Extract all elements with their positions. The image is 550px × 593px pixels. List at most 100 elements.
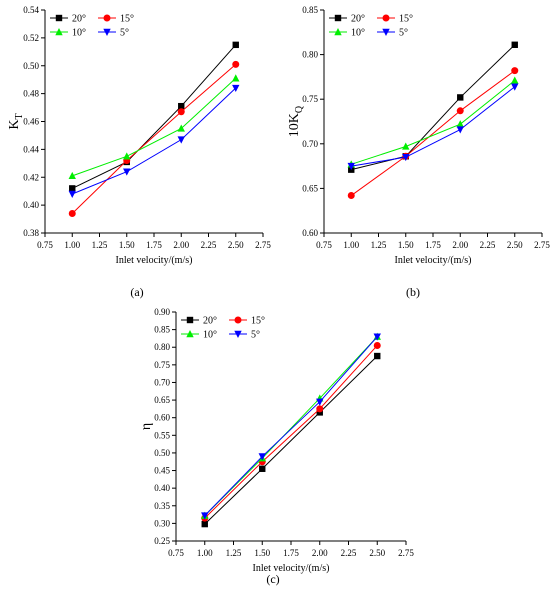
y-axis-label: KT [7, 113, 25, 129]
data-point [259, 465, 266, 472]
x-axis-label: Inlet velocity/(m/s) [395, 255, 472, 266]
legend-label: 15° [251, 316, 265, 327]
y-tick-label: 0.90 [154, 307, 170, 317]
x-tick-label: 1.00 [343, 240, 359, 250]
y-axis-label-main: η [139, 423, 154, 430]
data-point [511, 67, 519, 75]
data-point [373, 333, 381, 341]
legend-marker [186, 330, 194, 338]
series-1 [348, 41, 518, 173]
series-line [351, 80, 516, 165]
legend-marker [103, 28, 111, 36]
chart-panel-2: 0.75 1.00 1.25 1.50 1.75 2.00 2.25 2.50 2.75 0.60… [287, 5, 550, 299]
data-point [511, 76, 519, 84]
series-line [204, 355, 378, 525]
legend-marker [55, 28, 63, 36]
series-line [72, 44, 237, 189]
y-tick-label: 0.60 [302, 228, 318, 238]
y-tick-label: 0.70 [302, 139, 318, 149]
y-tick-label: 0.65 [302, 183, 318, 193]
x-tick-label: 2.50 [507, 240, 523, 250]
x-tick-label: 1.00 [197, 548, 213, 558]
y-axis-label-subscript: T [14, 113, 25, 119]
chart-panel-1: 0.75 1.00 1.25 1.50 1.75 2.00 2.25 2.50 2.75 0.38… [7, 5, 271, 299]
x-tick-label: 1.75 [146, 240, 162, 250]
legend-marker [55, 14, 63, 22]
y-axis-label-main: 10K [287, 113, 302, 137]
y-tick-label: 0.48 [23, 89, 39, 99]
y-tick-label: 0.38 [23, 228, 39, 238]
x-axis-label: Inlet velocity/(m/s) [116, 255, 193, 266]
data-point [511, 83, 519, 91]
legend-label: 10° [351, 28, 365, 39]
data-point [347, 162, 355, 171]
x-tick-label: 1.75 [425, 240, 441, 250]
series-line [350, 70, 516, 196]
data-point [177, 136, 185, 144]
x-tick-label: 1.25 [92, 240, 108, 250]
x-tick-label: 2.75 [534, 240, 550, 250]
data-point [201, 512, 209, 520]
data-point [402, 153, 410, 162]
y-tick-label: 0.70 [154, 377, 170, 387]
y-tick-label: 0.85 [302, 5, 318, 15]
data-point [69, 185, 76, 192]
legend-marker [234, 316, 242, 324]
y-tick-label: 0.85 [154, 325, 170, 335]
data-point [68, 209, 76, 217]
y-axis-label: 10KQ [287, 105, 305, 137]
legend-label: 5° [120, 28, 129, 39]
data-point [177, 124, 185, 132]
data-point [232, 60, 240, 68]
data-point [347, 192, 355, 200]
y-tick-label: 0.40 [23, 200, 39, 210]
data-point [232, 41, 239, 49]
data-point [316, 398, 324, 406]
series-line [71, 63, 237, 214]
series-3 [201, 332, 381, 519]
data-point [373, 341, 381, 349]
x-tick-label: 1.75 [283, 548, 299, 558]
data-point [178, 102, 185, 110]
x-tick-label: 2.75 [398, 548, 414, 558]
x-tick-label: 1.25 [226, 548, 242, 558]
series-line [351, 44, 516, 171]
x-tick-label: 1.50 [254, 548, 270, 558]
x-tick-label: 2.25 [480, 240, 496, 250]
y-tick-label: 0.80 [302, 50, 318, 60]
data-point [68, 190, 76, 198]
data-point [456, 107, 464, 115]
data-point [457, 94, 464, 101]
legend: 20° 15° 10° 5° [181, 316, 265, 341]
series-line [204, 336, 378, 516]
series-line [204, 336, 378, 516]
legend-marker [103, 14, 111, 22]
series-2 [68, 60, 240, 217]
series-1 [201, 352, 381, 528]
data-point [374, 352, 381, 360]
data-point [201, 520, 208, 528]
y-tick-label: 0.54 [23, 5, 39, 15]
y-axis-label-main: K [7, 119, 22, 129]
data-point [316, 405, 324, 413]
legend-label: 20° [203, 316, 217, 327]
data-point [232, 74, 240, 82]
x-tick-label: 2.75 [255, 240, 271, 250]
series-line [204, 345, 378, 519]
legend-label: 5° [251, 330, 260, 341]
y-tick-label: 0.42 [23, 172, 39, 182]
legend-label: 15° [399, 14, 413, 25]
legend-label: 10° [72, 28, 86, 39]
legend-marker [234, 330, 242, 338]
y-tick-label: 0.50 [154, 448, 170, 458]
data-point [316, 409, 323, 416]
series-2 [201, 341, 381, 522]
x-tick-label: 0.75 [316, 240, 332, 250]
y-tick-label: 0.52 [23, 33, 39, 43]
y-tick-label: 0.55 [154, 430, 170, 440]
x-tick-label: 2.00 [173, 240, 189, 250]
data-point [177, 108, 185, 116]
y-tick-label: 0.30 [154, 518, 170, 528]
x-tick-label: 0.75 [37, 240, 53, 250]
y-tick-label: 0.80 [154, 342, 170, 352]
